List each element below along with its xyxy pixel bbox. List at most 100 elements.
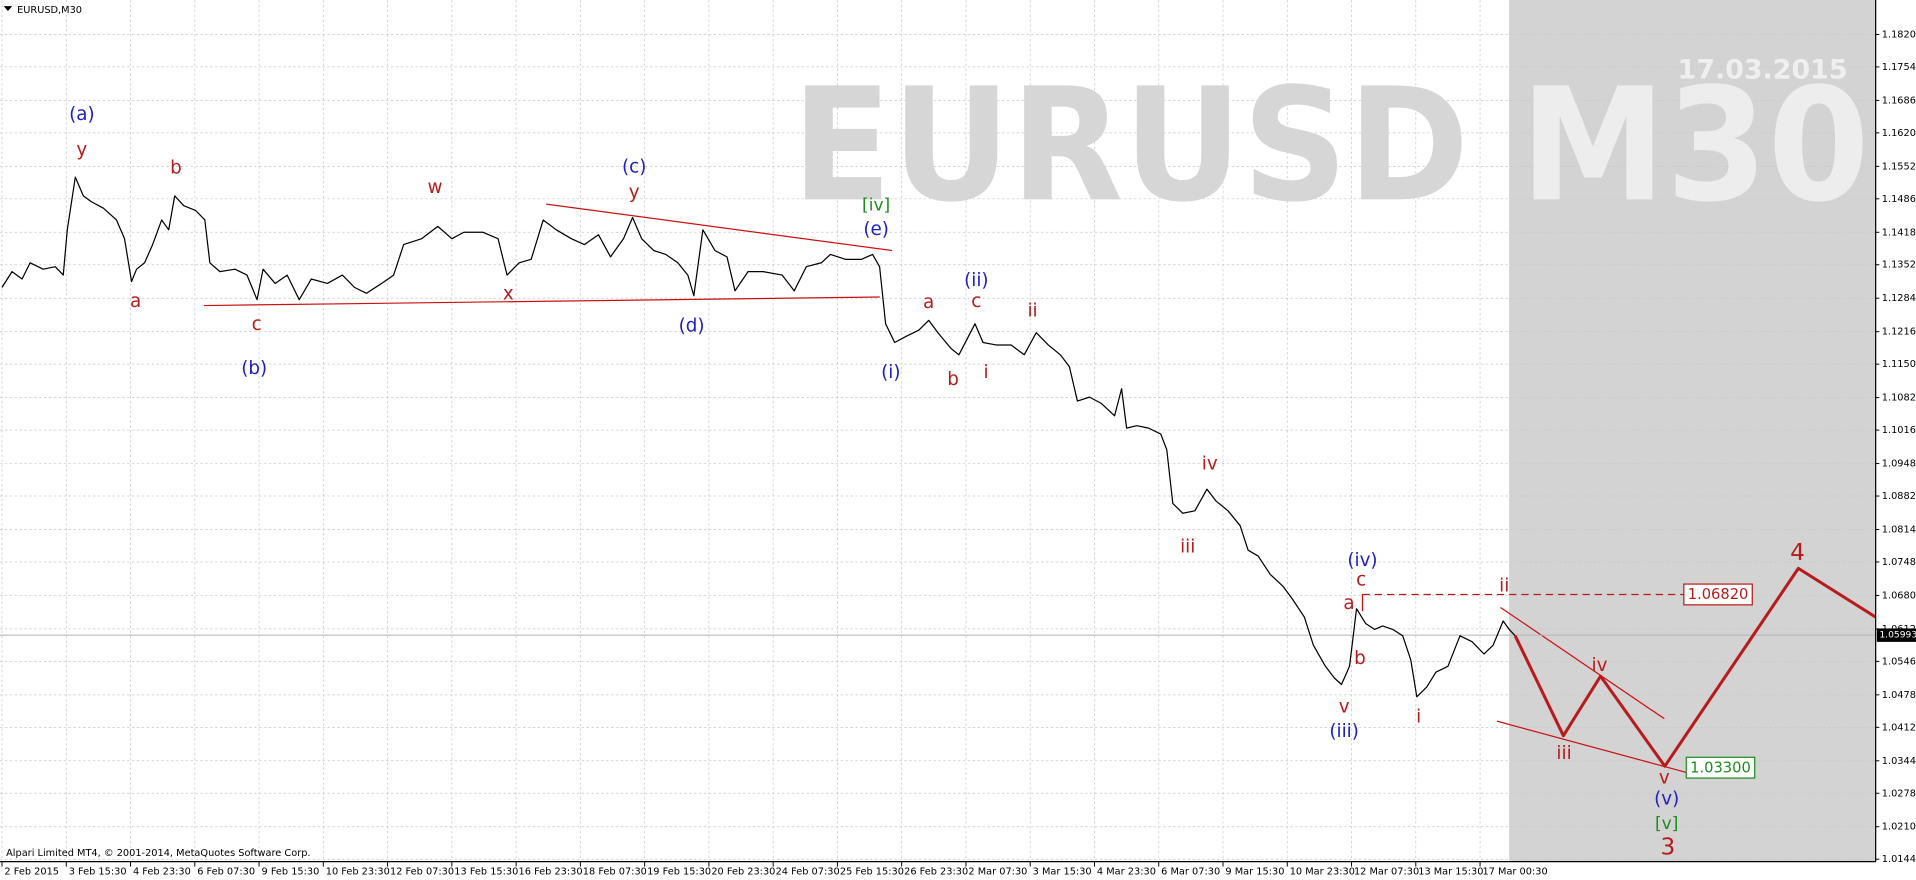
y-tick-label: 1.05460 [1882, 656, 1916, 667]
level-label: 1.06820 [1688, 586, 1749, 603]
y-tick-label: 1.09480 [1882, 459, 1916, 470]
wave-label: (d) [679, 315, 705, 336]
wave-label: (iii) [1329, 721, 1359, 742]
x-tick-label: 9 Feb 15:30 [262, 866, 320, 877]
y-tick-label: 1.11500 [1882, 359, 1916, 370]
y-tick-label: 1.15520 [1882, 161, 1916, 172]
wave-label: (b) [241, 358, 267, 379]
wave-label: a [923, 292, 934, 313]
axes: 1.18200 1.17540 1.16860 1.16200 1.15520 1.148… [1, 29, 1916, 877]
wave-label: b [947, 369, 959, 390]
wave-label: y [629, 182, 640, 203]
x-tick-label: 2 Feb 2015 [4, 866, 59, 877]
x-tick-label: 12 Mar 07:30 [1354, 866, 1419, 877]
wave-label: (e) [863, 219, 889, 240]
wave-label: w [428, 177, 443, 198]
wave-label: iv [1202, 453, 1218, 474]
y-tick-label: 1.18200 [1882, 29, 1916, 40]
y-tick-label: 1.12840 [1882, 293, 1916, 304]
wave-label: (a) [69, 104, 95, 125]
x-tick-label: 3 Mar 15:30 [1033, 866, 1092, 877]
wave-label: [v] [1655, 814, 1678, 834]
copyright: Alpari Limited MT4, © 2001-2014, MetaQuo… [6, 848, 310, 859]
x-tick-label: 10 Feb 23:30 [326, 866, 390, 877]
x-tick-label: 19 Feb 15:30 [647, 866, 711, 877]
level-box [1685, 756, 1756, 779]
y-tick-label: 1.17540 [1882, 62, 1916, 73]
current-price-label: 1.05993 [1879, 630, 1916, 641]
x-tick-label: 13 Mar 15:30 [1418, 866, 1483, 877]
price-line [1, 176, 1516, 698]
x-tick-label: 3 Feb 15:30 [69, 866, 127, 877]
y-tick-label: 1.03440 [1882, 756, 1916, 767]
x-tick-label: 16 Feb 23:30 [519, 866, 583, 877]
wave-label: c [1356, 570, 1366, 591]
wave-label: iv [1592, 655, 1608, 676]
wave-label: (v) [1654, 788, 1679, 809]
wave-label: c [971, 291, 981, 312]
wave-label: ii [1027, 301, 1037, 322]
grid [0, 0, 1876, 862]
wave-label: iii [1180, 537, 1195, 558]
x-tick-label: 4 Feb 23:30 [133, 866, 191, 877]
y-tick-label: 1.14180 [1882, 227, 1916, 238]
x-tick-label: 2 Mar 07:30 [968, 866, 1027, 877]
y-tick-label: 1.13520 [1882, 260, 1916, 271]
y-tick-label: 1.10160 [1882, 425, 1916, 436]
x-tick-label: 26 Feb 23:30 [904, 866, 968, 877]
x-tick-label: 10 Mar 23:30 [1290, 866, 1355, 877]
wave-label: (iv) [1347, 550, 1377, 571]
wave-label: i [984, 362, 989, 383]
plot [0, 176, 1876, 768]
level-box [1683, 583, 1753, 606]
date-watermark: 17.03.2015 [1678, 54, 1848, 85]
wave-label: b [1354, 648, 1366, 669]
x-tick-label: 9 Mar 15:30 [1225, 866, 1284, 877]
y-tick-label: 1.10820 [1882, 393, 1916, 404]
y-tick-label: 1.04780 [1882, 690, 1916, 701]
y-tick-label: 1.02780 [1882, 788, 1916, 799]
wave-label: b [170, 158, 182, 179]
y-tick-label: 1.16200 [1882, 128, 1916, 139]
wave-label: 3 [1661, 834, 1676, 861]
y-tick-label: 1.01440 [1882, 854, 1916, 865]
x-tick-label: 6 Mar 07:30 [1161, 866, 1220, 877]
x-tick-label: 4 Mar 23:30 [1097, 866, 1156, 877]
y-tick-label: 1.02100 [1882, 822, 1916, 833]
wave-label: y [76, 139, 87, 160]
x-tick-label: 13 Feb 15:30 [454, 866, 518, 877]
y-tick-label: 1.04120 [1882, 722, 1916, 733]
forecast-line [1513, 566, 1876, 768]
wave-label: c [252, 314, 262, 335]
chart-title: EURUSD,M30 [17, 5, 82, 16]
wave-label: v [1659, 768, 1670, 789]
y-tick-label: 1.08820 [1882, 491, 1916, 502]
watermark: EURUSD M30 [792, 54, 1870, 236]
wave-label: a [1343, 593, 1354, 614]
x-tick-label: 24 Feb 07:30 [776, 866, 840, 877]
x-tick-label: 20 Feb 23:30 [711, 866, 775, 877]
wave-label: x [503, 284, 514, 305]
y-tick-label: 1.16860 [1882, 95, 1916, 106]
y-tick-label: 1.12160 [1882, 327, 1916, 338]
trend-line [204, 296, 880, 307]
x-tick-label: 12 Feb 07:30 [390, 866, 454, 877]
trend-line [546, 203, 893, 252]
future-shade [1509, 0, 1876, 862]
y-tick-label: 1.06800 [1882, 590, 1916, 601]
x-tick-label: 18 Feb 07:30 [583, 866, 647, 877]
wave-label: ii [1499, 576, 1509, 597]
x-tick-label: 17 Mar 00:30 [1483, 866, 1548, 877]
level-label: 1.03300 [1690, 759, 1751, 776]
trend-lines [204, 203, 1687, 774]
wave-label: a [130, 291, 141, 312]
trend-line [1496, 720, 1687, 774]
wave-label: [iv] [862, 195, 890, 215]
y-tick-label: 1.07480 [1882, 557, 1916, 568]
overlay: 1.068201.03300(a)ybac(b)wx(c)y(d)[iv](e)… [69, 104, 1805, 861]
y-tick-label: 1.08140 [1882, 524, 1916, 535]
menu-triangle [3, 6, 13, 11]
y-tick-label: 1.14860 [1882, 194, 1916, 205]
